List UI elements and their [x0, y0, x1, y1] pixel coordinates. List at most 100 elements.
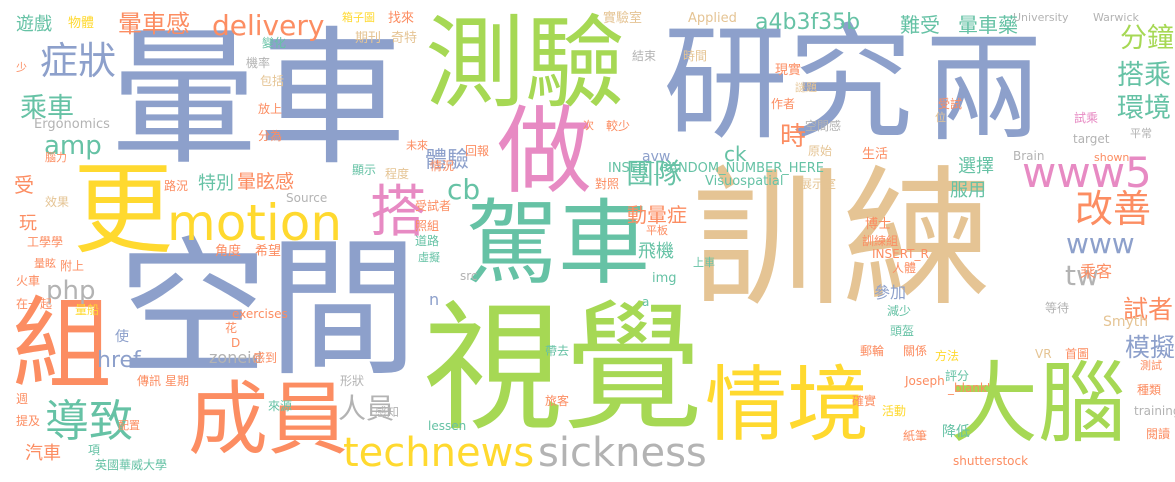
word: 對照: [595, 177, 620, 191]
word: 方法: [935, 349, 960, 363]
word: 難受: [900, 13, 940, 37]
word: 分為: [258, 129, 283, 143]
word: shutterstock: [953, 454, 1029, 468]
word: 成員: [188, 373, 348, 466]
word: 導致: [45, 396, 133, 447]
word: 花: [225, 321, 238, 335]
word: 謎題: [795, 81, 817, 94]
word: 評分: [945, 369, 970, 383]
word: 附上: [60, 259, 85, 273]
word: 模擬: [1125, 333, 1175, 362]
word: 汽車: [25, 443, 61, 464]
word: 飛機: [638, 241, 674, 262]
word: 試者: [1123, 295, 1174, 324]
word: 少: [16, 61, 27, 74]
word: 動暈症: [627, 203, 687, 227]
word: 項: [88, 443, 101, 457]
word: D: [231, 336, 241, 350]
word: 組: [12, 286, 112, 403]
word: 博士: [865, 217, 892, 232]
word: 量船: [75, 303, 100, 317]
word: Brain: [1013, 149, 1045, 163]
word: 現實: [775, 63, 802, 78]
word: Source: [286, 191, 328, 205]
word: University: [1013, 11, 1069, 24]
word: 上車: [693, 256, 715, 269]
word: 受試者: [415, 199, 452, 213]
word: INSERT_R: [872, 247, 929, 261]
word: _blank': [948, 381, 991, 395]
word: 訓練: [692, 153, 993, 327]
word: 旅客: [545, 394, 570, 408]
word: 位: [935, 111, 946, 124]
word: 暈車: [110, 13, 406, 185]
word: Visuospatial: [705, 174, 784, 189]
word: 確實: [852, 394, 877, 408]
word: 英國華威大學: [95, 458, 168, 472]
word: 情境: [705, 358, 870, 453]
word: 服用: [950, 180, 986, 201]
word: www: [1066, 227, 1135, 260]
word: lessen: [428, 419, 467, 433]
word: VR: [1035, 347, 1052, 361]
word: 未來: [406, 139, 428, 152]
word: 角度: [215, 244, 242, 259]
word: www5: [1022, 148, 1152, 197]
word: 關係: [903, 344, 928, 358]
word: 特別: [198, 173, 234, 194]
word: 結束: [632, 49, 657, 63]
word: target: [1073, 132, 1110, 146]
word: 受: [14, 173, 34, 197]
word: Applied: [688, 11, 737, 26]
word: 團隊: [626, 157, 683, 190]
word: 玩: [19, 213, 37, 234]
word: 體驗: [425, 148, 470, 173]
word: 火車: [16, 274, 41, 288]
word: 平常: [1130, 127, 1152, 140]
word: 首圖: [1065, 347, 1090, 361]
word: 工學學: [27, 235, 64, 249]
word: ck: [724, 142, 747, 166]
word: 遊戲: [16, 14, 52, 35]
word: 效果: [45, 195, 70, 209]
word: 搭乘: [1117, 60, 1171, 91]
word: 試乘: [1074, 111, 1099, 125]
word: 分鐘: [1120, 23, 1174, 54]
word: 選擇: [958, 156, 994, 177]
word: 展示室: [800, 177, 837, 191]
word: 訓練組: [862, 234, 899, 248]
word: 參加: [874, 283, 907, 302]
word: 駕車: [466, 190, 651, 297]
word: 作者: [771, 97, 796, 111]
word: 大腦: [950, 352, 1127, 455]
word: php: [46, 276, 96, 306]
word: INSERT_RANDOM_NUMBER_HERE: [608, 161, 824, 176]
word: 放上: [258, 102, 283, 116]
word: 人員: [338, 392, 395, 425]
word: Warwick: [1093, 11, 1139, 24]
word: Smyth: [1103, 314, 1149, 330]
word: 時: [780, 122, 807, 152]
word: 暈車感: [118, 10, 190, 38]
word: tw: [1065, 259, 1099, 292]
word: 做: [497, 97, 593, 207]
word: 人體: [892, 261, 917, 275]
word: avw: [642, 149, 671, 165]
word: 生活: [862, 147, 889, 162]
word: 時間: [683, 49, 708, 63]
word: 乘客: [1080, 262, 1113, 281]
word: 來源: [268, 399, 293, 413]
word: 兩: [925, 20, 1044, 158]
word: 空間感: [805, 119, 842, 133]
word: 帶去: [545, 344, 570, 358]
word: motion: [167, 194, 343, 252]
word: 改善: [1075, 187, 1152, 231]
word: 程度: [385, 167, 410, 181]
word: shown: [1094, 151, 1130, 164]
word: technews: [343, 430, 535, 476]
word: 較少: [606, 119, 631, 133]
word: 視覺: [423, 288, 704, 451]
word: 感知: [375, 405, 400, 419]
word: 路況: [164, 179, 189, 193]
